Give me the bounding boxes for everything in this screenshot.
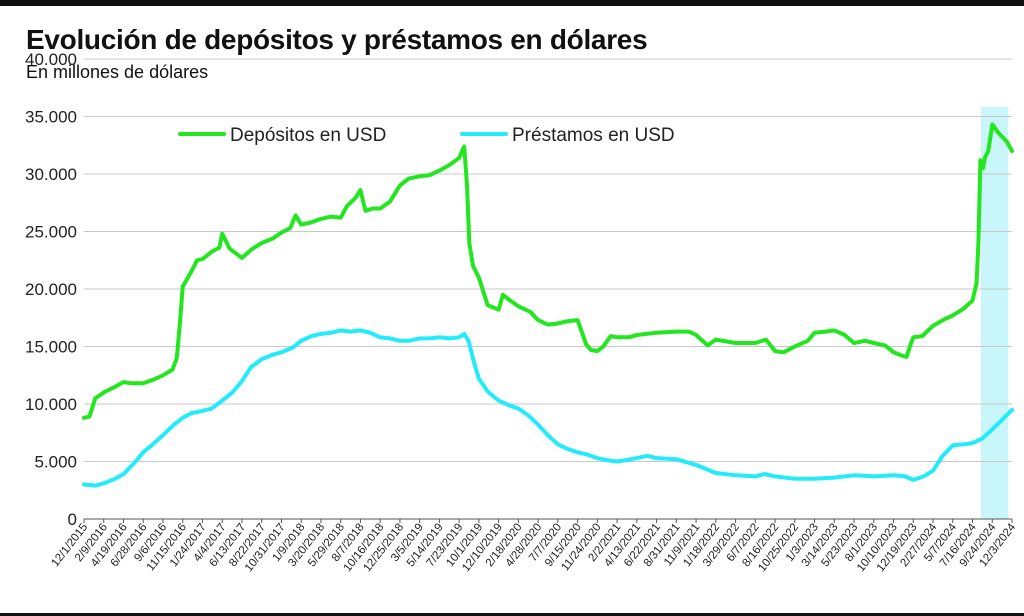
top-rule xyxy=(0,0,1024,6)
y-tick-label: 25.000 xyxy=(25,223,77,242)
series-line-prestamos xyxy=(82,328,1014,488)
chart-title: Evolución de depósitos y préstamos en dó… xyxy=(26,24,648,55)
y-tick-label: 15.000 xyxy=(25,338,77,357)
y-tick-label: 10.000 xyxy=(25,395,77,414)
y-tick-label: 35.000 xyxy=(25,108,77,127)
legend-label: Préstamos en USD xyxy=(512,125,675,146)
y-tick-label: 30.000 xyxy=(25,165,77,184)
chart-subtitle: En millones de dólares xyxy=(26,62,209,82)
y-tick-label: 0 xyxy=(68,510,77,529)
y-tick-label: 40.000 xyxy=(25,50,77,69)
series-line-depositos xyxy=(82,122,1014,420)
y-tick-label: 5.000 xyxy=(34,453,77,472)
y-tick-label: 20.000 xyxy=(25,280,77,299)
highlight-band xyxy=(980,107,1009,519)
bottom-rule xyxy=(0,613,1024,616)
legend-label: Depósitos en USD xyxy=(230,125,386,146)
